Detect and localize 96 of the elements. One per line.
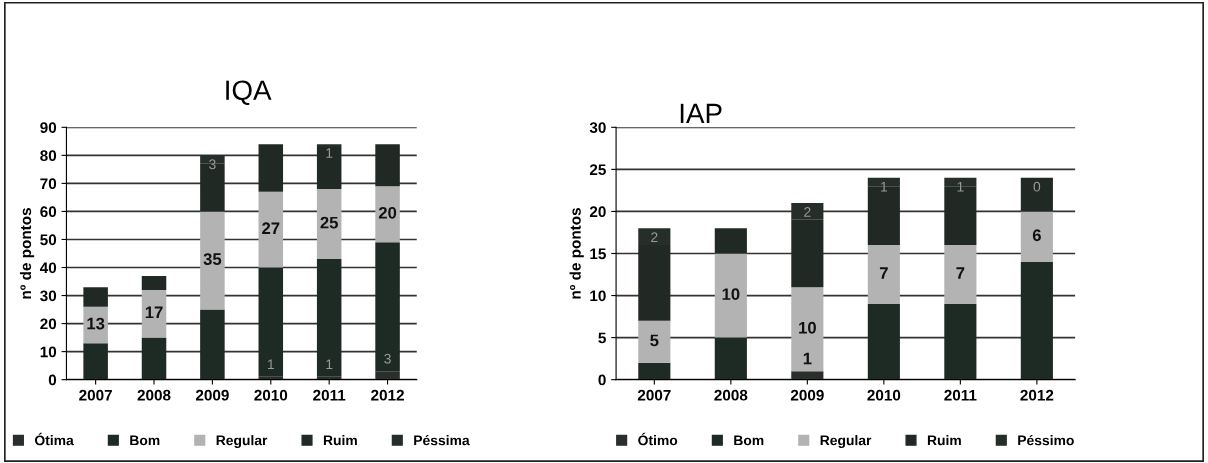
legend-label: Ruim <box>323 435 357 446</box>
bar <box>83 287 108 307</box>
bar <box>867 245 900 304</box>
bar <box>714 253 747 338</box>
legend-label: Bom <box>130 435 160 446</box>
data-label: 1 <box>267 359 274 370</box>
y-tick-label: 30 <box>40 290 57 302</box>
data-label: 7 <box>956 267 965 279</box>
x-tick-label: 2008 <box>714 389 748 401</box>
x-tick-label: 2007 <box>79 389 112 401</box>
legend-label: Ruim <box>927 435 961 446</box>
y-tick-label: 10 <box>590 290 606 302</box>
y-tick-label: 90 <box>40 122 57 134</box>
bar <box>258 144 284 192</box>
data-label: 1 <box>326 359 333 370</box>
y-tick-label: 30 <box>589 122 606 134</box>
data-label: 10 <box>799 321 816 334</box>
y-tick-label: 0 <box>598 374 606 386</box>
bar <box>638 320 671 363</box>
bar <box>141 289 167 338</box>
x-tick-label: 2012 <box>1020 389 1054 401</box>
bar <box>867 303 900 380</box>
x-tick-label: 2011 <box>944 389 977 401</box>
bar <box>944 303 977 380</box>
bar <box>200 211 225 310</box>
y-axis-title: nº de pontos <box>569 208 584 299</box>
chart-title: IQA <box>226 80 272 106</box>
x-tick-label: 2010 <box>867 389 901 401</box>
x-tick-label: 2009 <box>195 389 229 401</box>
legend-label: Regular <box>820 435 872 449</box>
bar <box>316 259 342 377</box>
y-tick-label: 25 <box>589 164 606 176</box>
legend-label: Bom <box>734 435 764 446</box>
y-tick-label: 70 <box>40 178 57 190</box>
bar <box>1020 211 1053 262</box>
data-label: 6 <box>1032 229 1041 242</box>
data-label: 2 <box>651 232 658 242</box>
data-label: 1 <box>957 181 964 192</box>
data-label: 5 <box>650 334 659 347</box>
bar <box>791 287 824 372</box>
bar <box>375 186 400 243</box>
data-label: 13 <box>87 317 105 330</box>
bar <box>944 245 977 304</box>
data-label: 7 <box>879 267 888 279</box>
x-tick-label: 2007 <box>637 389 671 401</box>
legend-label: Regular <box>216 435 268 449</box>
bar <box>141 337 167 380</box>
y-tick-label: 60 <box>40 206 57 218</box>
bar <box>258 191 284 268</box>
data-label: 0 <box>1033 181 1041 192</box>
data-label: 3 <box>209 159 216 170</box>
legend-label: Péssimo <box>1018 434 1074 446</box>
bar <box>638 362 671 380</box>
bar <box>316 189 342 260</box>
bar <box>316 146 342 190</box>
y-tick-label: 5 <box>598 332 606 344</box>
data-label: 2 <box>804 207 811 217</box>
legend-label: Péssima <box>414 434 470 446</box>
bar <box>258 267 284 377</box>
data-label: 35 <box>203 253 222 265</box>
bar <box>83 306 108 344</box>
data-label: 27 <box>262 222 280 234</box>
x-tick-label: 2011 <box>313 389 346 401</box>
data-label: 1 <box>881 181 888 192</box>
y-tick-label: 0 <box>48 374 57 386</box>
data-label: 1 <box>326 148 333 158</box>
data-label: 3 <box>384 353 391 364</box>
data-label: 17 <box>145 306 163 319</box>
y-tick-label: 20 <box>589 206 606 218</box>
data-label: 25 <box>320 216 338 229</box>
y-tick-label: 20 <box>40 318 57 330</box>
y-tick-label: 15 <box>590 248 606 260</box>
bar <box>714 228 747 254</box>
y-axis-title: nº de pontos <box>19 208 35 299</box>
legend-label: Ótima <box>34 432 74 446</box>
bar <box>1020 261 1053 380</box>
x-tick-label: 2008 <box>137 389 171 401</box>
bar <box>714 337 747 380</box>
legend-label: Ótimo <box>638 432 678 446</box>
bar <box>141 275 167 290</box>
y-tick-label: 40 <box>39 262 57 274</box>
chart-title: IAP <box>680 103 722 123</box>
y-tick-label: 80 <box>40 150 57 162</box>
x-tick-label: 2010 <box>254 389 288 401</box>
x-tick-label: 2012 <box>371 389 404 401</box>
x-tick-label: 2009 <box>790 389 824 401</box>
y-tick-label: 50 <box>40 234 57 246</box>
data-label: 1 <box>803 352 812 365</box>
bar <box>83 343 108 380</box>
data-label: 10 <box>722 288 740 301</box>
data-label: 20 <box>378 206 397 219</box>
bar <box>791 371 824 380</box>
y-tick-label: 10 <box>40 346 57 358</box>
bar <box>1020 177 1053 212</box>
bar <box>200 309 225 380</box>
bar <box>375 144 400 187</box>
